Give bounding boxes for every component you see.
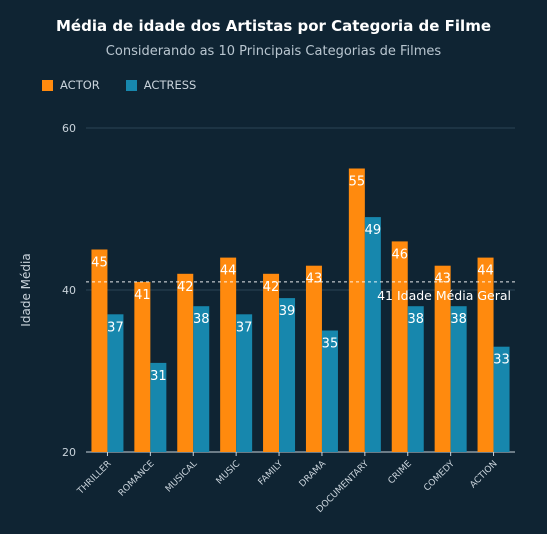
bar-actress [236, 314, 253, 452]
data-label-actress: 38 [407, 312, 424, 327]
y-tick-label: 60 [62, 122, 76, 135]
data-label-actor: 43 [306, 272, 323, 287]
bar-actor [134, 281, 151, 452]
data-label-actress: 31 [150, 369, 167, 384]
bar-actor [263, 273, 280, 452]
bar-actress [493, 346, 510, 452]
x-tick-label: ROMANCE [117, 459, 157, 499]
data-label-actor: 42 [263, 280, 280, 295]
data-label-actor: 46 [391, 247, 408, 262]
data-label-actor: 41 [134, 288, 151, 303]
x-tick-label: COMEDY [422, 459, 457, 494]
x-tick-label: THRILLER [75, 459, 113, 497]
bar-actress [193, 306, 210, 452]
bar-actor [391, 241, 408, 452]
bar-actress [279, 298, 296, 452]
data-label-actress: 37 [236, 320, 253, 335]
x-tick-label: DRAMA [298, 458, 329, 489]
bar-actor [348, 168, 365, 452]
data-label-actress: 33 [493, 353, 510, 368]
bar-actress [450, 306, 467, 452]
legend-item-actress[interactable]: ACTRESS [125, 78, 197, 92]
bar-actress [321, 330, 338, 452]
data-label-actress: 35 [322, 337, 339, 352]
data-label-actress: 38 [193, 312, 210, 327]
y-axis-title: Idade Média [19, 253, 33, 326]
data-label-actor: 43 [434, 272, 451, 287]
data-label-actress: 39 [279, 304, 296, 319]
legend-item-actor[interactable]: ACTOR [42, 78, 100, 92]
legend-label-actor: ACTOR [60, 78, 100, 92]
bar-actress [107, 314, 124, 452]
bar-actress [407, 306, 424, 452]
legend-label-actress: ACTRESS [143, 78, 197, 92]
chart-title: Média de idade dos Artistas por Categori… [56, 17, 491, 35]
bar-actor [220, 257, 237, 452]
data-label-actor: 44 [477, 264, 494, 279]
x-tick-label: FAMILY [257, 459, 286, 488]
legend-swatch-actor [42, 79, 53, 91]
x-tick-label: CRIME [387, 459, 415, 487]
bar-actor [305, 265, 322, 452]
data-label-actress: 37 [107, 320, 124, 335]
data-label-actress: 38 [450, 312, 467, 327]
data-label-actor: 44 [220, 264, 237, 279]
bar-actress [364, 217, 381, 452]
y-tick-label: 40 [62, 284, 76, 297]
legend: ACTOR ACTRESS [42, 78, 222, 92]
bar-actress [150, 362, 167, 452]
x-tick-label: MUSICAL [164, 459, 199, 494]
bar-actor [91, 249, 108, 452]
bar-actor [477, 257, 494, 452]
bar-actor [177, 273, 194, 452]
data-label-actress: 49 [365, 223, 382, 238]
chart-subtitle: Considerando as 10 Principais Categorias… [105, 44, 442, 59]
data-label-actor: 45 [91, 256, 108, 271]
reference-line-label: 41 Idade Média Geral [377, 288, 511, 303]
data-label-actor: 55 [349, 175, 366, 190]
x-tick-label: MUSIC [215, 459, 243, 487]
bar-actor [434, 265, 451, 452]
data-label-actor: 42 [177, 280, 194, 295]
x-tick-label: ACTION [468, 459, 499, 490]
legend-swatch-actress [125, 79, 137, 91]
y-tick-label: 20 [62, 446, 76, 459]
